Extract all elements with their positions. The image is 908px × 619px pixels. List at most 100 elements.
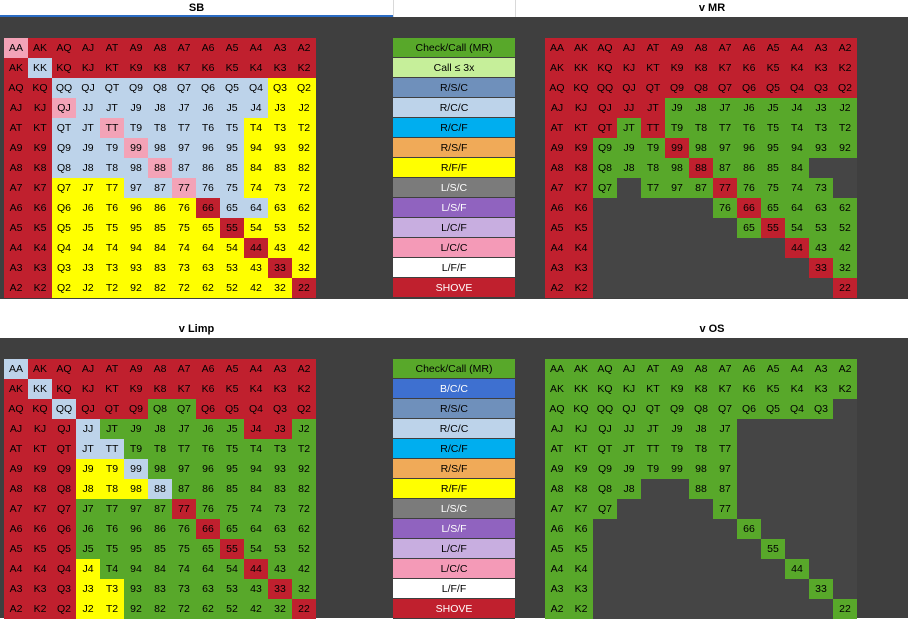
hand-cell[interactable]: T8 [100, 479, 124, 499]
hand-cell[interactable]: K4 [785, 58, 809, 78]
hand-cell[interactable]: J6 [196, 419, 220, 439]
hand-cell[interactable]: 98 [148, 138, 172, 158]
hand-cell[interactable] [833, 539, 857, 559]
hand-cell[interactable]: 95 [124, 539, 148, 559]
hand-cell[interactable] [785, 539, 809, 559]
hand-cell[interactable]: 52 [292, 539, 316, 559]
hand-cell[interactable]: 55 [761, 539, 785, 559]
hand-cell[interactable]: J6 [76, 198, 100, 218]
hand-cell[interactable]: K2 [833, 379, 857, 399]
hand-cell[interactable]: 88 [689, 158, 713, 178]
hand-cell[interactable]: 97 [665, 178, 689, 198]
hand-cell[interactable]: 32 [268, 278, 292, 298]
hand-cell[interactable]: A5 [4, 539, 28, 559]
hand-cell[interactable]: Q9 [665, 78, 689, 98]
hand-cell[interactable]: 33 [268, 258, 292, 278]
hand-cell[interactable]: K7 [569, 499, 593, 519]
hand-cell[interactable] [665, 278, 689, 298]
hand-cell[interactable]: 65 [737, 218, 761, 238]
hand-cell[interactable] [761, 479, 785, 499]
hand-cell[interactable]: 96 [196, 459, 220, 479]
hand-cell[interactable]: A6 [196, 38, 220, 58]
hand-cell[interactable] [665, 539, 689, 559]
hand-cell[interactable] [809, 559, 833, 579]
hand-cell[interactable]: 32 [833, 258, 857, 278]
hand-cell[interactable]: A3 [268, 359, 292, 379]
hand-cell[interactable]: A5 [220, 38, 244, 58]
hand-cell[interactable]: 54 [244, 539, 268, 559]
hand-cell[interactable]: A4 [244, 359, 268, 379]
hand-cell[interactable]: Q8 [52, 158, 76, 178]
hand-cell[interactable]: Q9 [52, 138, 76, 158]
hand-cell[interactable]: A3 [268, 38, 292, 58]
hand-cell[interactable]: J7 [76, 178, 100, 198]
hand-cell[interactable]: AJ [76, 359, 100, 379]
hand-cell[interactable]: A9 [665, 38, 689, 58]
hand-cell[interactable]: A9 [545, 138, 569, 158]
hand-cell[interactable]: 77 [713, 178, 737, 198]
hand-cell[interactable]: T9 [100, 138, 124, 158]
hand-cell[interactable] [665, 218, 689, 238]
hand-cell[interactable]: 52 [220, 599, 244, 619]
header-sb[interactable]: SB [0, 0, 393, 17]
hand-cell[interactable]: QT [100, 399, 124, 419]
hand-cell[interactable]: 62 [292, 519, 316, 539]
hand-cell[interactable]: 64 [196, 238, 220, 258]
hand-cell[interactable]: K3 [809, 58, 833, 78]
hand-cell[interactable] [785, 439, 809, 459]
hand-cell[interactable]: K9 [665, 379, 689, 399]
hand-cell[interactable]: 65 [196, 218, 220, 238]
hand-cell[interactable]: 42 [244, 599, 268, 619]
hand-cell[interactable]: Q4 [785, 78, 809, 98]
hand-cell[interactable]: A8 [545, 479, 569, 499]
hand-cell[interactable]: KK [28, 58, 52, 78]
hand-cell[interactable]: TT [100, 439, 124, 459]
hand-cell[interactable]: 88 [148, 479, 172, 499]
hand-cell[interactable]: QJ [76, 78, 100, 98]
hand-cell[interactable]: KQ [52, 58, 76, 78]
hand-cell[interactable] [833, 439, 857, 459]
hand-cell[interactable]: 53 [268, 539, 292, 559]
hand-cell[interactable]: T7 [172, 439, 196, 459]
hand-cell[interactable]: 42 [292, 559, 316, 579]
hand-cell[interactable]: T8 [689, 439, 713, 459]
hand-cell[interactable] [641, 218, 665, 238]
hand-cell[interactable] [833, 479, 857, 499]
hand-cell[interactable]: A6 [545, 519, 569, 539]
hand-cell[interactable] [689, 599, 713, 619]
hand-cell[interactable]: A4 [785, 359, 809, 379]
hand-cell[interactable]: 92 [292, 138, 316, 158]
hand-cell[interactable]: K2 [292, 58, 316, 78]
hand-cell[interactable]: J7 [172, 98, 196, 118]
hand-cell[interactable] [641, 198, 665, 218]
hand-cell[interactable]: Q4 [785, 399, 809, 419]
hand-cell[interactable]: A7 [4, 499, 28, 519]
hand-cell[interactable]: A5 [761, 38, 785, 58]
hand-cell[interactable] [689, 559, 713, 579]
hand-cell[interactable]: 87 [148, 499, 172, 519]
hand-cell[interactable]: J5 [220, 98, 244, 118]
hand-cell[interactable]: K2 [28, 278, 52, 298]
hand-cell[interactable]: 97 [172, 459, 196, 479]
hand-cell[interactable]: K2 [833, 58, 857, 78]
hand-cell[interactable]: J8 [689, 98, 713, 118]
hand-cell[interactable]: K6 [569, 519, 593, 539]
hand-cell[interactable]: Q2 [52, 278, 76, 298]
hand-cell[interactable] [713, 559, 737, 579]
hand-cell[interactable] [761, 459, 785, 479]
hand-cell[interactable]: K5 [761, 379, 785, 399]
hand-cell[interactable]: Q6 [196, 78, 220, 98]
hand-cell[interactable]: A9 [4, 138, 28, 158]
hand-cell[interactable] [617, 559, 641, 579]
hand-cell[interactable]: 93 [268, 138, 292, 158]
hand-cell[interactable] [833, 499, 857, 519]
hand-cell[interactable]: Q7 [172, 78, 196, 98]
hand-cell[interactable]: J9 [76, 459, 100, 479]
hand-cell[interactable]: 84 [244, 479, 268, 499]
hand-cell[interactable]: 94 [244, 138, 268, 158]
hand-cell[interactable]: J8 [76, 158, 100, 178]
hand-cell[interactable]: A8 [689, 359, 713, 379]
hand-cell[interactable]: A2 [833, 38, 857, 58]
hand-cell[interactable]: T3 [100, 579, 124, 599]
hand-cell[interactable]: J8 [617, 158, 641, 178]
